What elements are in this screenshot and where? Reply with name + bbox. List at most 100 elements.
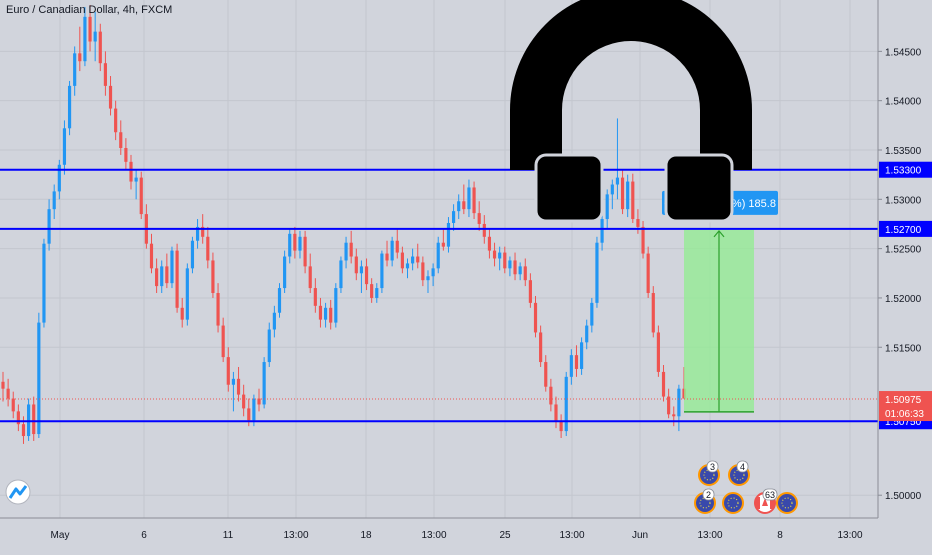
candle xyxy=(52,184,56,220)
candle xyxy=(78,26,82,72)
price-range-measure: 0.01858 (1.23%) 185.8 xyxy=(662,190,778,413)
candle xyxy=(206,226,210,269)
candle xyxy=(185,263,189,326)
candle xyxy=(595,236,599,308)
candle xyxy=(472,181,476,220)
candle xyxy=(57,159,61,200)
eur-event-badge[interactable] xyxy=(776,492,798,514)
event-count: 63 xyxy=(765,490,775,500)
candle xyxy=(339,256,343,294)
candle xyxy=(216,283,220,333)
price-tick-label: 1.54000 xyxy=(885,97,922,108)
candle xyxy=(487,228,492,259)
candle xyxy=(539,325,543,367)
candle xyxy=(646,246,650,298)
time-axis[interactable]: May 6 11 13:00 18 13:00 25 13:00 Jun 13:00 8 13:00 xyxy=(0,517,878,541)
candle xyxy=(62,120,67,175)
candle xyxy=(277,283,282,318)
candle xyxy=(11,391,15,419)
candle xyxy=(288,228,292,264)
time-tick-label: 13:00 xyxy=(697,530,722,541)
candle xyxy=(620,169,625,215)
level-price-label: 1.52700 xyxy=(885,225,922,236)
price-tick-label: 1.53000 xyxy=(885,195,922,206)
candle xyxy=(242,384,246,417)
candle xyxy=(446,217,451,253)
candle xyxy=(518,262,522,281)
chart-title: Euro / Canadian Dollar, 4h, FXCM xyxy=(6,4,173,16)
candle xyxy=(661,365,666,402)
candle xyxy=(119,120,123,155)
candle xyxy=(73,46,77,96)
candle xyxy=(375,283,379,303)
candle xyxy=(426,270,430,294)
candle xyxy=(528,273,532,308)
candle xyxy=(436,236,440,274)
candle xyxy=(170,246,174,289)
candle xyxy=(544,355,548,392)
cad-event-badge[interactable]: 63 xyxy=(754,488,778,514)
candle xyxy=(385,240,389,267)
eur-event-badge[interactable]: 2 xyxy=(694,488,716,514)
eur-event-badge[interactable] xyxy=(722,492,744,514)
candle xyxy=(656,325,660,377)
candle xyxy=(580,337,584,375)
level-price-label-box xyxy=(879,220,932,237)
candle xyxy=(313,278,317,313)
level-price-label-box xyxy=(879,161,932,178)
time-tick-label: 13:00 xyxy=(283,530,308,541)
candle xyxy=(221,317,225,363)
candle xyxy=(615,118,620,200)
eur-event-badge[interactable]: 4 xyxy=(728,460,750,486)
time-tick-label: 18 xyxy=(360,530,372,541)
candle xyxy=(359,260,364,294)
candle xyxy=(293,226,297,259)
candle xyxy=(574,345,579,377)
candle xyxy=(303,230,307,274)
candle xyxy=(610,179,614,210)
candle xyxy=(165,253,169,289)
event-badges[interactable]: 3 4 2 63 xyxy=(694,460,798,514)
candle xyxy=(477,201,481,231)
event-count: 3 xyxy=(710,462,715,472)
candle xyxy=(457,194,461,220)
candle xyxy=(67,80,72,136)
price-axis[interactable]: 1.54500 1.54000 1.53500 1.53000 1.52500 1.520… xyxy=(877,0,932,550)
candle xyxy=(257,388,261,412)
candles xyxy=(1,5,686,444)
candle xyxy=(405,258,410,279)
tradingview-logo[interactable] xyxy=(5,479,31,505)
time-tick-label: 13:00 xyxy=(559,530,584,541)
candle xyxy=(354,248,358,281)
last-price-label-box xyxy=(879,391,932,422)
candle xyxy=(155,258,159,294)
candle xyxy=(395,228,399,259)
candle xyxy=(175,243,179,313)
candle xyxy=(467,179,471,218)
candle xyxy=(93,11,97,62)
candle xyxy=(298,230,302,259)
candle xyxy=(272,305,276,338)
price-axis-bg xyxy=(878,0,932,550)
candle xyxy=(195,219,200,249)
candle xyxy=(636,209,640,234)
eur-event-badge[interactable]: 3 xyxy=(698,460,720,486)
candle xyxy=(144,204,148,249)
time-tick-label: 6 xyxy=(141,530,147,541)
candle xyxy=(600,214,604,251)
level-price-label: 1.50750 xyxy=(885,417,922,428)
candle xyxy=(47,199,51,251)
candle xyxy=(190,236,195,274)
candle xyxy=(585,319,589,350)
candle xyxy=(498,246,502,271)
candle xyxy=(370,278,374,303)
event-count: 4 xyxy=(740,462,745,472)
candle xyxy=(42,238,46,328)
candle xyxy=(1,371,5,402)
candle xyxy=(400,246,404,274)
candle xyxy=(236,366,241,402)
time-tick-label: 11 xyxy=(223,530,234,541)
candle xyxy=(134,169,138,200)
candle xyxy=(114,100,118,141)
